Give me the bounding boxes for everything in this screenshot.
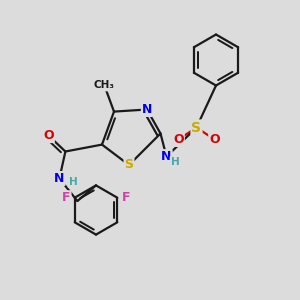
- Text: S: S: [191, 121, 202, 134]
- Text: N: N: [161, 150, 172, 163]
- Text: CH₃: CH₃: [94, 80, 115, 91]
- Text: F: F: [122, 191, 130, 204]
- Text: H: H: [170, 157, 179, 167]
- Text: N: N: [142, 103, 152, 116]
- Text: S: S: [124, 158, 134, 172]
- Text: H: H: [68, 177, 77, 187]
- Text: N: N: [54, 172, 64, 185]
- Text: O: O: [43, 129, 54, 142]
- Text: O: O: [209, 133, 220, 146]
- Text: O: O: [173, 133, 184, 146]
- Text: F: F: [62, 191, 70, 204]
